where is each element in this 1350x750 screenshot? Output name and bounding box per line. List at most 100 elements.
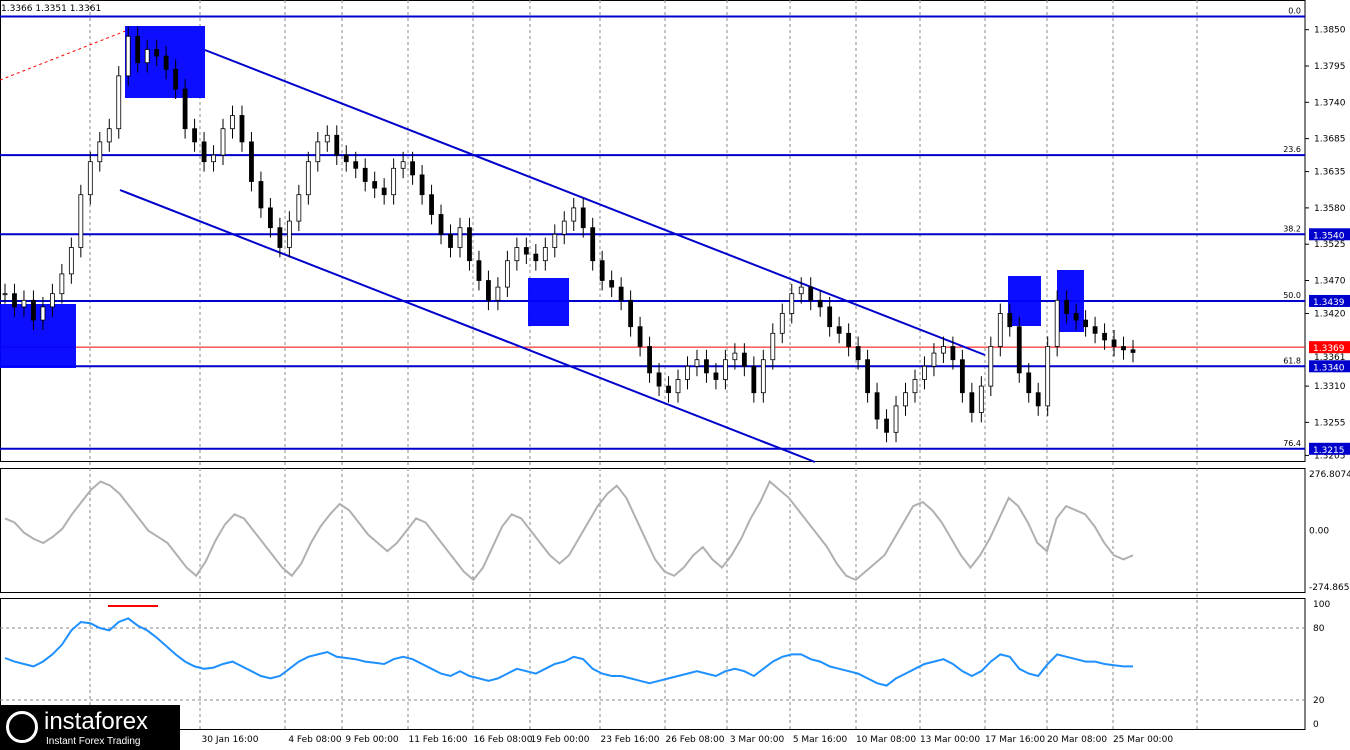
cci-line: [4, 479, 1134, 582]
rsi-tick-label: 0: [1313, 720, 1319, 730]
candle-body: [685, 365, 690, 380]
x-tick-label: 25 Mar 00:00: [1113, 735, 1173, 745]
candle-body: [1073, 313, 1079, 321]
candle-body: [315, 141, 321, 163]
brand-tagline: Instant Forex Trading: [46, 736, 141, 747]
candle-body: [912, 379, 918, 394]
candle-body: [751, 365, 757, 394]
candle-body: [429, 194, 434, 215]
candle-body: [675, 379, 681, 394]
candle-body: [230, 115, 235, 130]
candle-body: [1130, 349, 1136, 353]
candle-body: [381, 187, 387, 196]
candle-body: [296, 194, 302, 222]
price-zone: [528, 278, 569, 326]
price-zone: [0, 304, 76, 368]
candle-body: [1102, 332, 1107, 341]
x-tick-label: 16 Feb 08:00: [473, 735, 532, 745]
candle-body: [268, 207, 273, 229]
candle-body: [1121, 346, 1126, 351]
candle-body: [448, 233, 453, 248]
current-price-tag: [1309, 341, 1350, 354]
price-tick-label: 1.3635: [1314, 168, 1346, 178]
brand-logo: instaforex Instant Forex Trading: [0, 705, 180, 750]
candle-body: [476, 260, 482, 281]
candle-body: [723, 359, 728, 380]
candle-body: [637, 326, 643, 347]
candle-body: [561, 220, 567, 235]
candle-body: [732, 352, 738, 361]
candle-body: [97, 141, 103, 163]
candle-body: [353, 161, 359, 169]
candle-body: [173, 68, 179, 90]
x-tick-label: 30 Jan 16:00: [202, 735, 259, 745]
candle-body: [893, 405, 899, 433]
candle-body: [31, 299, 36, 321]
rsi-tick-label: 20: [1313, 696, 1325, 706]
price-tag-label: 1.3540: [1313, 231, 1345, 241]
candle-body: [135, 35, 141, 64]
x-tick-label: 13 Mar 00:00: [920, 735, 980, 745]
candle-body: [68, 247, 74, 275]
candle-body: [305, 161, 311, 196]
candle-body: [277, 227, 283, 248]
candle-body: [410, 161, 415, 176]
candle-body: [1054, 299, 1060, 347]
candle-body: [950, 346, 956, 361]
x-tick-label: 10 Mar 08:00: [856, 735, 916, 745]
candle-body: [1083, 319, 1089, 328]
candle-body: [2, 293, 8, 296]
price-tag-label: 1.3340: [1313, 363, 1345, 373]
candle-body: [457, 227, 463, 248]
candle-body: [713, 372, 719, 380]
price-tick-label: 1.3525: [1314, 240, 1346, 250]
price-tick-label: 1.3685: [1314, 135, 1346, 145]
brand-name: instaforex: [44, 708, 149, 735]
candle-body: [504, 260, 510, 288]
fib-level-label: 23.6: [1283, 145, 1301, 154]
candle-body: [144, 49, 150, 64]
candle-body: [523, 247, 529, 255]
candle-body: [590, 227, 596, 262]
candle-body: [978, 385, 984, 413]
x-tick-label: 17 Mar 16:00: [985, 735, 1045, 745]
candle-body: [400, 161, 406, 169]
channel-upper-line: [204, 49, 986, 356]
candle-body: [514, 247, 520, 262]
candle-body: [855, 346, 861, 361]
rsi-tick-label: 80: [1313, 624, 1325, 634]
rsi-pane: [0, 598, 1306, 730]
candle-body: [211, 154, 216, 163]
candle-body: [1007, 313, 1013, 328]
candle-body: [1064, 299, 1070, 314]
candle-body: [836, 326, 842, 334]
price-pane: [0, 0, 1306, 462]
candle-body: [959, 359, 965, 394]
price-tag-label: 1.3215: [1313, 446, 1345, 456]
price-tag: [1309, 228, 1350, 241]
current-price-label: 1.3369: [1313, 344, 1345, 354]
fib-level-label: 76.4: [1283, 439, 1301, 448]
candle-body: [571, 207, 577, 222]
candle-body: [903, 392, 908, 407]
candle-body: [656, 372, 662, 387]
price-tag-label: 1.3439: [1313, 298, 1345, 308]
candle-body: [1026, 372, 1032, 394]
candle-body: [741, 352, 747, 367]
candle-body: [1111, 339, 1117, 347]
x-tick-label: 9 Feb 00:00: [345, 735, 399, 745]
candle-body: [372, 181, 378, 189]
candle-body: [988, 346, 994, 387]
candle-body: [884, 418, 889, 433]
candle-body: [438, 214, 444, 235]
candle-body: [467, 227, 472, 262]
price-tick-label: 1.3255: [1314, 418, 1346, 428]
price-tick-label: 1.3740: [1314, 98, 1346, 108]
candle-body: [362, 167, 368, 182]
cci-pane: [0, 468, 1306, 593]
candle-body: [789, 293, 795, 314]
candle-body: [21, 299, 27, 308]
candle-body: [599, 260, 605, 281]
candle-body: [486, 280, 491, 301]
candle-body: [192, 128, 197, 143]
